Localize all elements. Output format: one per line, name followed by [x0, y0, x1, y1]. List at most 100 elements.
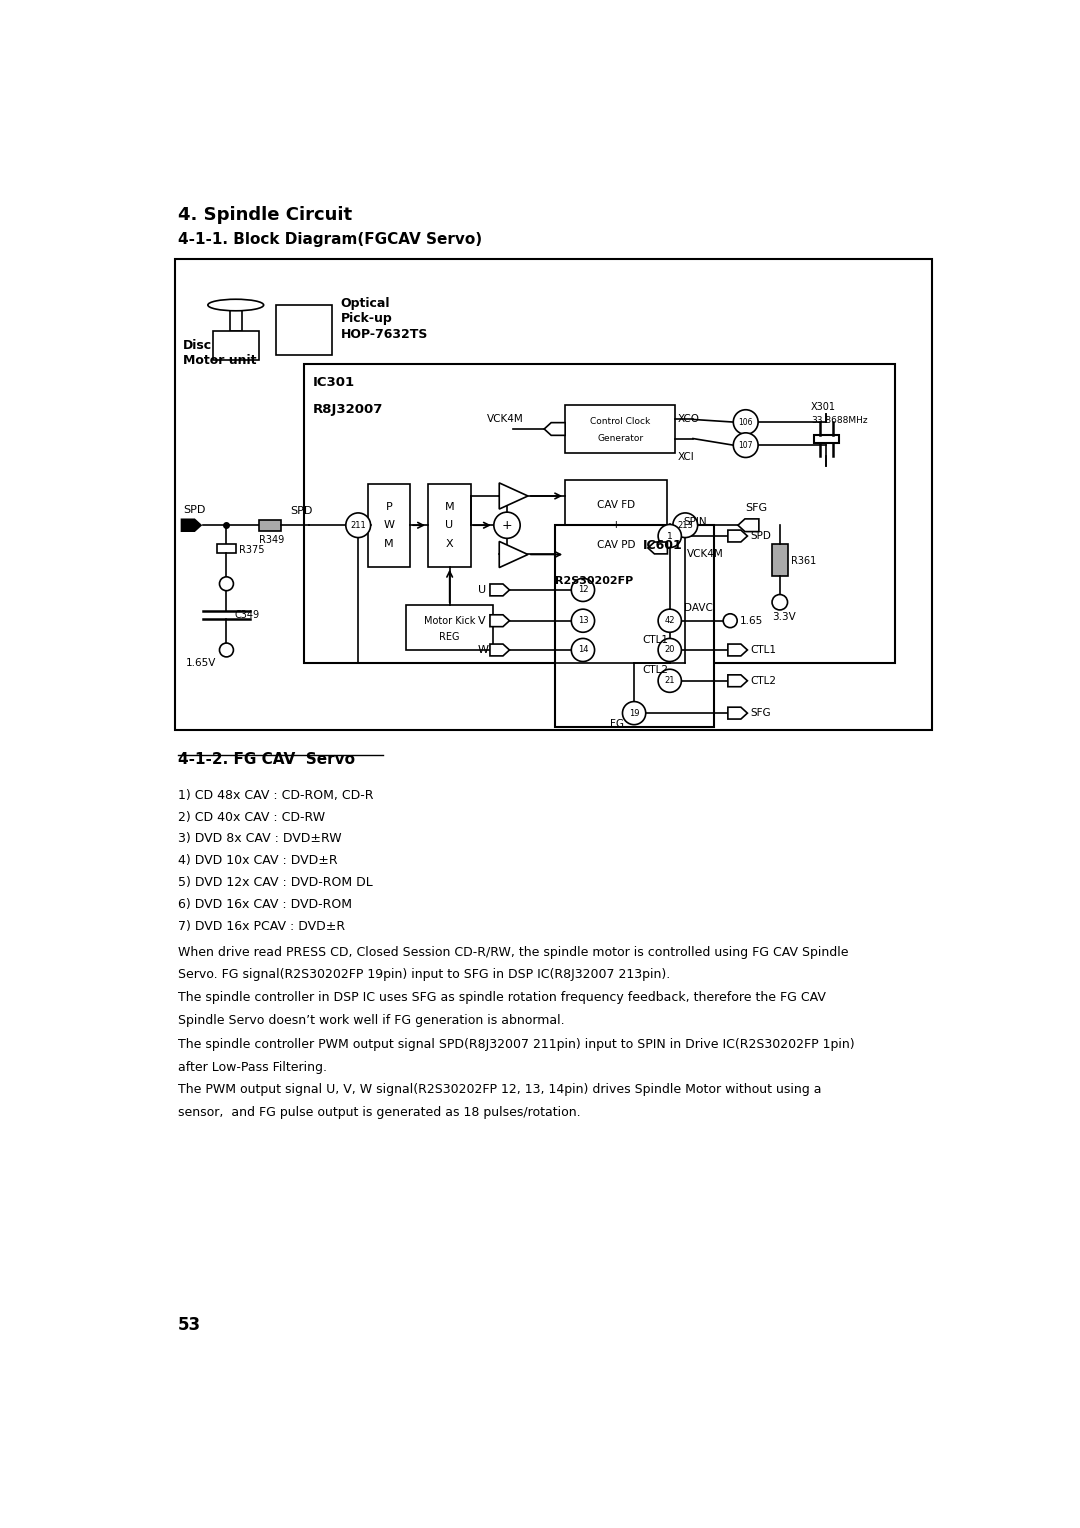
Text: R349: R349	[259, 535, 284, 545]
Text: 4) DVD 10x CAV : DVD±R: 4) DVD 10x CAV : DVD±R	[177, 854, 337, 868]
Text: 107: 107	[739, 440, 753, 449]
Text: 53: 53	[177, 1316, 201, 1334]
Text: SPD: SPD	[291, 506, 312, 516]
Text: M: M	[384, 538, 393, 549]
Text: CAV PD: CAV PD	[597, 541, 635, 550]
Text: U: U	[477, 585, 486, 594]
Bar	[213, 332, 259, 361]
Circle shape	[219, 643, 233, 657]
Text: Generator: Generator	[597, 434, 644, 443]
Bar	[565, 405, 675, 452]
Text: 1.65V: 1.65V	[186, 659, 216, 668]
Bar	[276, 306, 332, 354]
Bar	[217, 544, 235, 553]
Text: P: P	[386, 501, 392, 512]
Text: Pick-up: Pick-up	[340, 312, 392, 325]
Polygon shape	[181, 520, 201, 532]
Text: 33.8688MHz: 33.8688MHz	[811, 416, 867, 425]
Circle shape	[571, 639, 595, 662]
Polygon shape	[490, 643, 510, 656]
Bar	[303, 364, 894, 663]
Text: The PWM output signal U, V, W signal(R2S30202FP 12, 13, 14pin) drives Spindle Mo: The PWM output signal U, V, W signal(R2S…	[177, 1083, 821, 1097]
Text: CTL1: CTL1	[751, 645, 777, 656]
Circle shape	[658, 610, 681, 633]
Text: 4. Spindle Circuit: 4. Spindle Circuit	[177, 206, 352, 225]
Circle shape	[724, 614, 738, 628]
Text: 213: 213	[677, 521, 693, 530]
Text: 14: 14	[578, 645, 589, 654]
Text: 4-1-2. FG CAV  Servo: 4-1-2. FG CAV Servo	[177, 752, 354, 767]
Circle shape	[772, 594, 787, 610]
Text: U: U	[445, 520, 454, 530]
Text: Servo. FG signal(R2S30202FP 19pin) input to SFG in DSP IC(R8J32007 213pin).: Servo. FG signal(R2S30202FP 19pin) input…	[177, 969, 670, 981]
Text: +: +	[612, 520, 621, 530]
Text: 1: 1	[666, 532, 673, 541]
Text: V: V	[477, 616, 485, 626]
Polygon shape	[648, 542, 667, 553]
Text: 42: 42	[664, 616, 675, 625]
Text: 6) DVD 16x CAV : DVD-ROM: 6) DVD 16x CAV : DVD-ROM	[177, 898, 352, 911]
Text: W: W	[383, 520, 394, 530]
Text: 1.65: 1.65	[740, 616, 762, 626]
Polygon shape	[728, 530, 747, 542]
Bar	[565, 480, 667, 570]
Polygon shape	[728, 643, 747, 656]
Circle shape	[733, 410, 758, 434]
Text: +: +	[502, 518, 512, 532]
Text: SPD: SPD	[751, 532, 771, 541]
Text: 13: 13	[578, 616, 589, 625]
Bar	[259, 520, 281, 530]
Text: XCO: XCO	[677, 414, 700, 423]
Text: When drive read PRESS CD, Closed Session CD-R/RW, the spindle motor is controlle: When drive read PRESS CD, Closed Session…	[177, 946, 848, 958]
Text: 3.3V: 3.3V	[772, 611, 796, 622]
Polygon shape	[728, 675, 747, 686]
Text: R8J32007: R8J32007	[313, 403, 383, 416]
Bar	[555, 526, 714, 727]
Text: 21: 21	[664, 677, 675, 685]
Text: sensor,  and FG pulse output is generated as 18 pulses/rotation.: sensor, and FG pulse output is generated…	[177, 1106, 580, 1118]
Text: 20: 20	[664, 645, 675, 654]
Text: SFG: SFG	[745, 503, 768, 513]
Text: Disc: Disc	[183, 339, 212, 351]
Circle shape	[346, 513, 370, 538]
Bar	[428, 484, 471, 567]
Text: 19: 19	[629, 709, 639, 718]
Text: The spindle controller PWM output signal SPD(R8J32007 211pin) input to SPIN in D: The spindle controller PWM output signal…	[177, 1038, 854, 1051]
Text: Optical: Optical	[340, 296, 390, 310]
Text: IC301: IC301	[313, 376, 355, 388]
Bar	[175, 258, 932, 730]
Text: CTL1: CTL1	[643, 636, 669, 645]
Bar	[367, 484, 410, 567]
Text: 5) DVD 12x CAV : DVD-ROM DL: 5) DVD 12x CAV : DVD-ROM DL	[177, 877, 373, 889]
Polygon shape	[728, 707, 747, 720]
Text: HOP-7632TS: HOP-7632TS	[340, 329, 428, 341]
Circle shape	[733, 432, 758, 457]
Bar	[230, 306, 242, 332]
Text: Motor unit: Motor unit	[183, 354, 257, 367]
Text: 3) DVD 8x CAV : DVD±RW: 3) DVD 8x CAV : DVD±RW	[177, 833, 341, 845]
Polygon shape	[499, 541, 528, 567]
Circle shape	[571, 579, 595, 602]
Text: X: X	[445, 538, 454, 549]
Circle shape	[622, 701, 646, 724]
Polygon shape	[490, 584, 510, 596]
Text: C349: C349	[234, 610, 259, 619]
Text: REG: REG	[440, 633, 460, 642]
Polygon shape	[490, 614, 510, 626]
Text: R375: R375	[239, 545, 265, 555]
Text: X301: X301	[811, 402, 836, 411]
Text: R361: R361	[791, 556, 815, 565]
Text: Control Clock: Control Clock	[590, 417, 650, 426]
Text: XCI: XCI	[677, 452, 694, 463]
Text: SPD: SPD	[183, 504, 205, 515]
Text: The spindle controller in DSP IC uses SFG as spindle rotation frequency feedback: The spindle controller in DSP IC uses SF…	[177, 992, 825, 1004]
Text: 2) CD 40x CAV : CD-RW: 2) CD 40x CAV : CD-RW	[177, 810, 325, 824]
Bar	[406, 605, 494, 649]
Text: Spindle Servo doesn’t work well if FG generation is abnormal.: Spindle Servo doesn’t work well if FG ge…	[177, 1013, 564, 1027]
Polygon shape	[499, 483, 528, 509]
Bar	[814, 435, 839, 443]
Text: CAV FD: CAV FD	[597, 500, 635, 510]
Circle shape	[219, 578, 233, 591]
Text: 211: 211	[350, 521, 366, 530]
Text: after Low-Pass Filtering.: after Low-Pass Filtering.	[177, 1060, 326, 1074]
